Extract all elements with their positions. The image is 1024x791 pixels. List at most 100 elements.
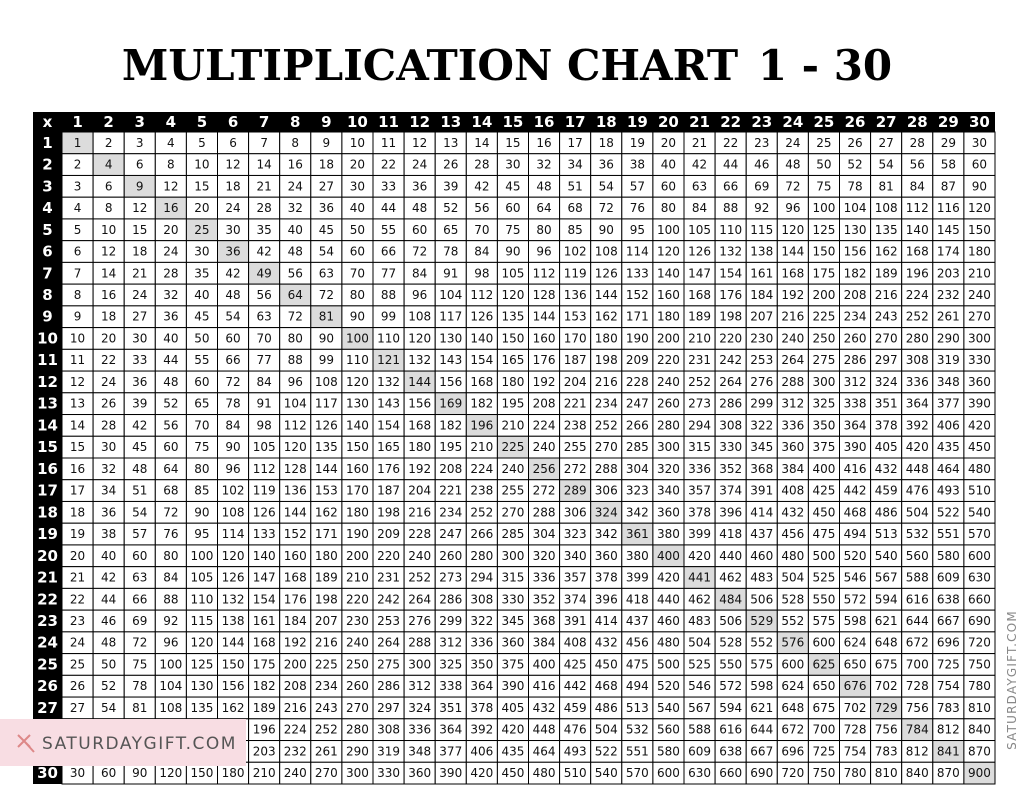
cell-value: 725 [937, 657, 960, 671]
cell-value: 162 [875, 245, 898, 259]
cell-value: 286 [719, 397, 742, 411]
row-header: 24 [37, 634, 58, 652]
cell-value: 192 [781, 288, 804, 302]
cell-value: 66 [132, 592, 147, 606]
cell-value: 17 [568, 136, 583, 150]
cell-value: 475 [812, 527, 835, 541]
cell-value: 350 [470, 657, 493, 671]
cell-value: 273 [688, 397, 711, 411]
cell-value: 115 [750, 223, 773, 237]
cell-value: 616 [719, 723, 742, 737]
cell-value: 46 [754, 158, 769, 172]
column-header: 8 [290, 113, 300, 131]
cell-value: 361 [626, 527, 649, 541]
cell-value: 14 [101, 266, 116, 280]
cell-value: 24 [70, 636, 85, 650]
cell-value: 7 [260, 136, 268, 150]
cell-value: 20 [101, 331, 116, 345]
cell-value: 754 [844, 744, 867, 758]
cell-value: 336 [408, 723, 431, 737]
cell-value: 240 [346, 636, 369, 650]
column-header: 17 [565, 113, 586, 131]
cell-value: 44 [381, 201, 396, 215]
cell-value: 63 [692, 179, 707, 193]
cell-value: 24 [101, 375, 116, 389]
cell-value: 351 [439, 701, 462, 715]
cell-value: 315 [688, 440, 711, 454]
cell-value: 4 [74, 201, 82, 215]
cell-value: 270 [875, 331, 898, 345]
cell-value: 23 [70, 614, 85, 628]
cell-value: 12 [412, 136, 427, 150]
cell-value: 84 [692, 201, 707, 215]
cell-value: 162 [315, 505, 338, 519]
cell-value: 195 [501, 397, 524, 411]
cell-value: 138 [750, 245, 773, 259]
cell-value: 288 [595, 462, 618, 476]
cell-value: 532 [626, 723, 649, 737]
cell-value: 136 [564, 288, 587, 302]
cell-value: 60 [972, 158, 987, 172]
cell-value: 76 [630, 201, 645, 215]
cell-value: 325 [812, 397, 835, 411]
cell-value: 38 [101, 527, 116, 541]
cell-value: 260 [439, 549, 462, 563]
cell-value: 442 [844, 484, 867, 498]
cell-value: 34 [568, 158, 583, 172]
cell-value: 336 [906, 375, 929, 389]
cell-value: 676 [844, 679, 867, 693]
cell-value: 448 [906, 462, 929, 476]
column-header: 1 [72, 113, 82, 131]
cell-value: 90 [972, 179, 987, 193]
cell-value: 377 [937, 397, 960, 411]
cell-value: 90 [225, 440, 240, 454]
cell-value: 400 [533, 657, 556, 671]
cell-value: 68 [568, 201, 583, 215]
cell-value: 420 [657, 571, 680, 585]
cell-value: 75 [505, 223, 520, 237]
cell-value: 609 [937, 571, 960, 585]
cell-value: 435 [937, 440, 960, 454]
cell-value: 30 [505, 158, 520, 172]
cell-value: 728 [906, 679, 929, 693]
cell-value: 360 [408, 766, 431, 780]
cell-value: 63 [319, 266, 334, 280]
cell-value: 45 [319, 223, 334, 237]
cell-value: 45 [194, 310, 209, 324]
cell-value: 171 [626, 310, 649, 324]
row-header: 22 [37, 590, 58, 608]
cell-value: 154 [253, 592, 276, 606]
cell-value: 14 [257, 158, 272, 172]
cell-value: 80 [536, 223, 551, 237]
cell-value: 442 [564, 679, 587, 693]
column-header: 10 [347, 113, 368, 131]
cell-value: 230 [346, 614, 369, 628]
cell-value: 546 [688, 679, 711, 693]
cell-value: 300 [812, 375, 835, 389]
row-header: 26 [37, 677, 58, 695]
cell-value: 552 [750, 636, 773, 650]
column-header: 27 [876, 113, 897, 131]
header-row-bg [33, 112, 995, 132]
cell-value: 140 [470, 331, 493, 345]
cell-value: 125 [812, 223, 835, 237]
cell-value: 65 [443, 223, 458, 237]
cell-value: 168 [781, 266, 804, 280]
cell-value: 340 [657, 484, 680, 498]
row-header: 8 [42, 286, 52, 304]
logo: SATURDAYGIFT.COM [0, 719, 246, 766]
cell-value: 44 [101, 592, 116, 606]
cell-value: 551 [626, 744, 649, 758]
cell-value: 88 [163, 592, 178, 606]
cell-value: 352 [719, 462, 742, 476]
cell-value: 224 [470, 462, 493, 476]
cell-value: 168 [688, 288, 711, 302]
cell-value: 189 [688, 310, 711, 324]
column-header: 5 [197, 113, 207, 131]
cell-value: 150 [346, 440, 369, 454]
cell-value: 100 [657, 223, 680, 237]
cell-value: 84 [910, 179, 925, 193]
cell-value: 216 [408, 505, 431, 519]
cell-value: 504 [781, 571, 804, 585]
cell-value: 384 [781, 462, 804, 476]
